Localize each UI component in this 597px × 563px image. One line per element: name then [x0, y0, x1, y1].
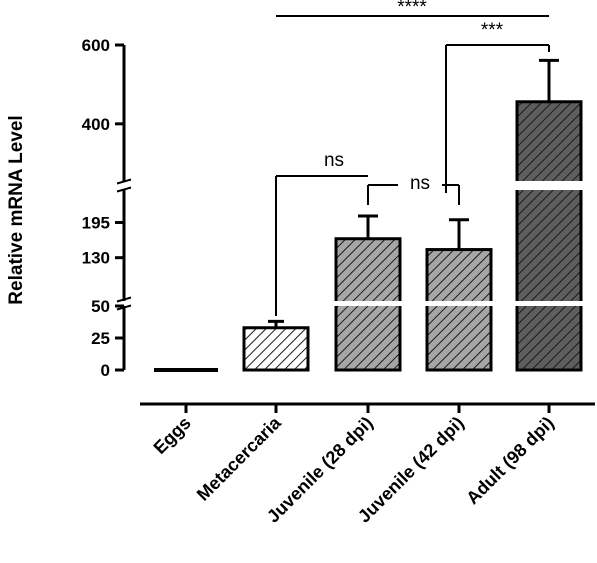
- y-tick-label-195: 195: [82, 213, 110, 232]
- significance-label-1: ns: [410, 173, 430, 194]
- significance-label-3: ****: [397, 0, 427, 18]
- axis-break-gap-0: [100, 301, 597, 306]
- bars-layer: [100, 58, 597, 372]
- significance-bracket-0: ns: [275, 150, 368, 316]
- bar-4: [515, 100, 583, 372]
- y-axis-break-mark-a-1: [116, 186, 132, 193]
- bar-3: [425, 248, 493, 372]
- significance-bracket-3: ****: [276, 0, 549, 18]
- y-axis-label: Relative mRNA Level: [6, 115, 27, 304]
- significance-bracket-2: ***: [445, 20, 550, 193]
- bar-1: [242, 326, 310, 372]
- y-tick-label-600: 600: [82, 36, 110, 55]
- significance-label-2: ***: [481, 20, 504, 41]
- significance-bracket-1: ns: [367, 170, 460, 205]
- y-axis-break-mark-b-0: [116, 296, 132, 303]
- x-tick-label-4: Adult (98 dpi): [462, 413, 557, 508]
- x-tick-label-0: Eggs: [150, 413, 195, 458]
- axis-break-gap-1: [100, 181, 597, 190]
- bracket-label-bg: [398, 170, 442, 194]
- y-tick-label-400: 400: [82, 115, 110, 134]
- x-tick-label-1: Metacercaria: [193, 412, 286, 505]
- y-tick-label-50: 50: [91, 297, 110, 316]
- y-tick-label-130: 130: [82, 249, 110, 268]
- y-axis-break-mark-b-1: [116, 178, 132, 185]
- y-tick-label-25: 25: [91, 329, 110, 348]
- significance-label-0: ns: [324, 150, 344, 171]
- y-tick-label-0: 0: [101, 361, 110, 380]
